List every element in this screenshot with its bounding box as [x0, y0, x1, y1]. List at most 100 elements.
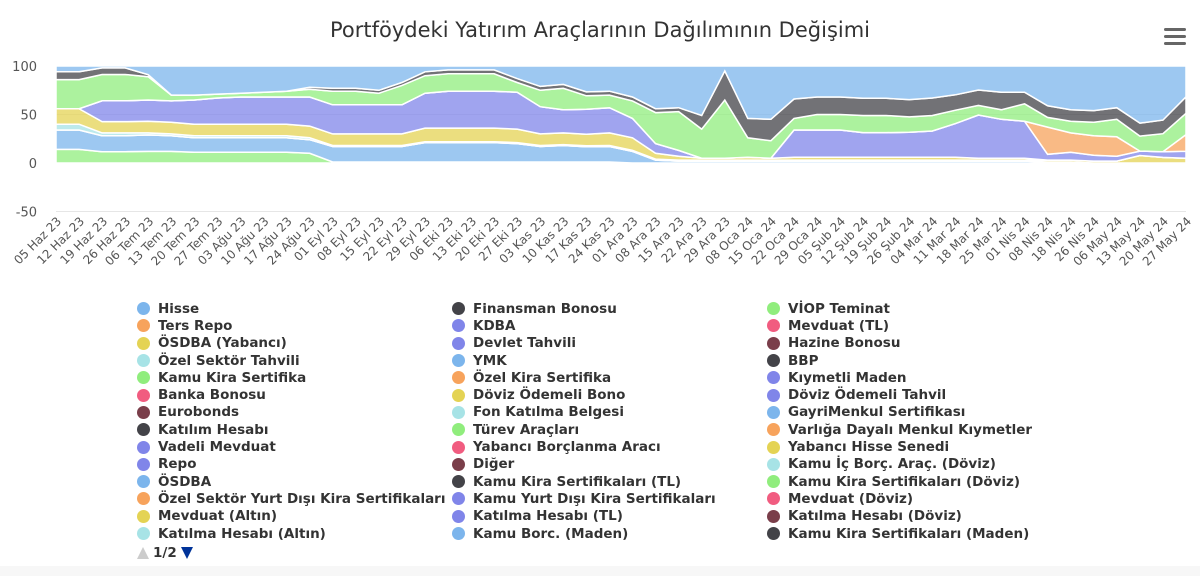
triangle-down-icon[interactable] — [180, 547, 193, 559]
legend-label: Mevduat (Altın) — [158, 508, 278, 525]
legend-item[interactable]: Ters Repo — [137, 317, 445, 334]
legend-item[interactable]: Kamu Kira Sertifikaları (TL) — [452, 473, 716, 490]
legend-label: VİOP Teminat — [788, 300, 890, 317]
legend-marker-icon — [767, 527, 780, 540]
legend-item[interactable]: Kamu Kira Sertifikaları (Maden) — [767, 525, 1032, 542]
legend-item[interactable]: Vadeli Mevduat — [137, 438, 445, 455]
menu-bar — [1164, 28, 1186, 31]
legend-label: Katılma Hesabı (TL) — [473, 508, 623, 525]
legend-item[interactable]: Kamu Kira Sertifikaları (Döviz) — [767, 473, 1032, 490]
legend-label: Döviz Ödemeli Bono — [473, 387, 626, 404]
legend-item[interactable]: ÖSDBA — [137, 473, 445, 490]
legend-label: Özel Sektör Tahvili — [158, 352, 300, 369]
legend-item[interactable]: Katılım Hesabı — [137, 421, 445, 438]
legend-item[interactable]: GayriMenkul Sertifikası — [767, 404, 1032, 421]
legend-label: Yabancı Hisse Senedi — [788, 439, 950, 456]
legend-label: Kamu Kira Sertifikaları (TL) — [473, 473, 682, 490]
legend-item[interactable]: Devlet Tahvili — [452, 335, 716, 352]
legend-item[interactable]: Özel Sektör Yurt Dışı Kira Sertifikaları — [137, 490, 445, 507]
triangle-up-icon[interactable] — [137, 547, 149, 559]
legend-label: Kamu İç Borç. Araç. (Döviz) — [788, 456, 996, 473]
legend-item[interactable]: Mevduat (Döviz) — [767, 490, 1032, 507]
legend-item[interactable]: Yabancı Hisse Senedi — [767, 438, 1032, 455]
legend-marker-icon — [452, 492, 465, 506]
legend-item[interactable]: Özel Sektör Tahvili — [137, 352, 445, 369]
legend-marker-icon — [137, 440, 150, 454]
legend-marker-icon — [452, 302, 465, 316]
legend-item[interactable]: Mevduat (Altın) — [137, 508, 445, 525]
legend-item[interactable]: YMK — [452, 352, 716, 369]
legend-marker-icon — [452, 509, 465, 523]
menu-bar — [1164, 35, 1186, 38]
legend-item[interactable]: BBP — [767, 352, 1032, 369]
legend-item[interactable]: Döviz Ödemeli Tahvil — [767, 386, 1032, 403]
legend-item[interactable]: Mevduat (TL) — [767, 317, 1032, 334]
legend-label: Eurobonds — [158, 404, 240, 421]
y-axis-label: 50 — [20, 109, 37, 124]
legend-item[interactable]: Fon Katılma Belgesi — [452, 404, 716, 421]
legend-item[interactable]: Türev Araçları — [452, 421, 716, 438]
legend-item[interactable]: Repo — [137, 456, 445, 473]
legend-marker-icon — [767, 440, 780, 454]
legend-item[interactable]: Banka Bonosu — [137, 386, 445, 403]
legend-label: Katılım Hesabı — [158, 421, 269, 438]
legend-marker-icon — [137, 354, 150, 368]
legend-item[interactable]: Özel Kira Sertifika — [452, 369, 716, 386]
legend-marker-icon — [767, 509, 780, 523]
legend-label: KDBA — [473, 317, 516, 334]
menu-bar — [1164, 42, 1186, 45]
legend-marker-icon — [767, 302, 780, 316]
legend-item[interactable]: Kamu İç Borç. Araç. (Döviz) — [767, 456, 1032, 473]
legend-marker-icon — [767, 354, 780, 368]
legend-item[interactable]: Kıymetli Maden — [767, 369, 1032, 386]
legend-item[interactable]: Finansman Bonosu — [452, 300, 716, 317]
chart-title: Portföydeki Yatırım Araçlarının Dağılımı… — [329, 18, 871, 42]
footer-band — [0, 566, 1200, 576]
legend-item[interactable]: ÖSDBA (Yabancı) — [137, 335, 445, 352]
legend-marker-icon — [452, 354, 465, 368]
legend-item[interactable]: Katılma Hesabı (Altın) — [137, 525, 445, 542]
legend-label: Banka Bonosu — [158, 387, 266, 404]
legend-label: Özel Sektör Yurt Dışı Kira Sertifikaları — [158, 490, 446, 507]
legend-item[interactable]: Kamu Kira Sertifika — [137, 369, 445, 386]
legend-label: Fon Katılma Belgesi — [473, 404, 624, 421]
legend-item[interactable]: VİOP Teminat — [767, 300, 1032, 317]
legend-item[interactable]: Kamu Yurt Dışı Kira Sertifikaları — [452, 490, 716, 507]
legend-item[interactable]: Hisse — [137, 300, 445, 317]
legend-item[interactable]: Diğer — [452, 456, 716, 473]
legend-marker-icon — [452, 423, 465, 437]
hamburger-menu-icon[interactable] — [1164, 28, 1186, 46]
legend-label: Özel Kira Sertifika — [473, 369, 612, 386]
legend-item[interactable]: Katılma Hesabı (Döviz) — [767, 508, 1032, 525]
legend-item[interactable]: Hazine Bonosu — [767, 335, 1032, 352]
legend-item[interactable]: Kamu Borc. (Maden) — [452, 525, 716, 542]
legend-label: Kıymetli Maden — [788, 369, 907, 386]
legend-column: Finansman Bonosu KDBA Devlet Tahvili YMK Öze… — [452, 300, 716, 542]
legend-label: Kamu Kira Sertifikaları (Maden) — [788, 525, 1030, 542]
legend-marker-icon — [137, 388, 150, 402]
legend-marker-icon — [137, 527, 150, 540]
legend-label: Kamu Borc. (Maden) — [473, 525, 629, 542]
y-axis-label: -50 — [16, 206, 37, 221]
legend-item[interactable]: Katılma Hesabı (TL) — [452, 508, 716, 525]
legend-label: Mevduat (Döviz) — [788, 490, 914, 507]
legend-item[interactable]: Döviz Ödemeli Bono — [452, 386, 716, 403]
legend-marker-icon — [137, 302, 150, 316]
legend-label: YMK — [473, 352, 507, 369]
legend-marker-icon — [767, 423, 780, 437]
legend-marker-icon — [137, 319, 150, 333]
legend-label: Devlet Tahvili — [473, 335, 576, 352]
legend-marker-icon — [767, 371, 780, 385]
area-series[interactable] — [55, 65, 1187, 124]
legend-item[interactable]: Yabancı Borçlanma Aracı — [452, 438, 716, 455]
legend-item[interactable]: Varlığa Dayalı Menkul Kıymetler — [767, 421, 1032, 438]
legend-item[interactable]: Eurobonds — [137, 404, 445, 421]
legend-marker-icon — [767, 319, 780, 333]
legend-item[interactable]: KDBA — [452, 317, 716, 334]
legend-marker-icon — [452, 405, 465, 419]
legend-label: Döviz Ödemeli Tahvil — [788, 387, 947, 404]
legend-marker-icon — [767, 457, 780, 471]
legend-label: Türev Araçları — [473, 421, 580, 438]
legend-label: ÖSDBA — [158, 473, 212, 490]
